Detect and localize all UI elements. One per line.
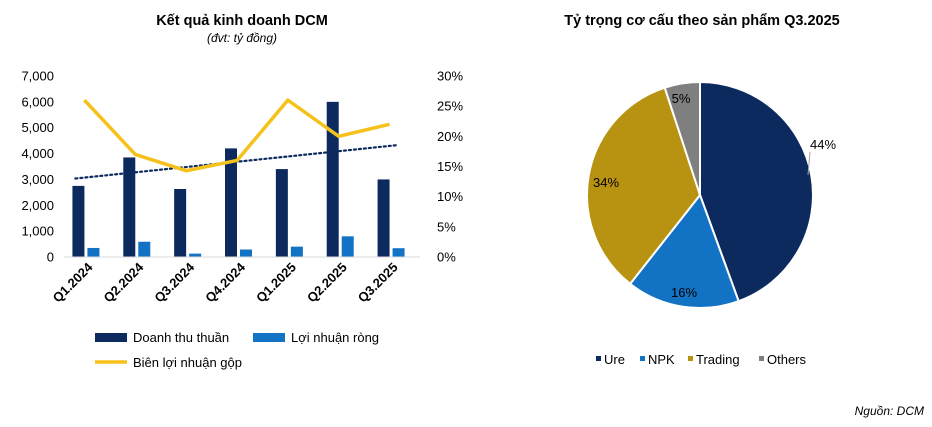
left-y-axis: 0 1,000 2,000 3,000 4,000 5,000 6,000 7,000 [21,69,54,265]
left-chart-title: Kết quả kinh doanh DCM [156,13,328,29]
source-note: Nguồn: DCM [855,404,924,418]
pie-value-label: 5% [672,91,691,106]
y2-tick-label: 10% [437,189,463,204]
y2-tick-label: 15% [437,159,463,174]
legend-swatch-npk [640,356,645,361]
legend-swatch-ure [596,356,601,361]
legend-label-profit: Lợi nhuận ròng [291,330,379,345]
y2-tick-label: 0% [437,250,456,265]
revenue-bar [225,148,237,257]
net-profit-bar [393,248,405,257]
bar-series [72,102,404,257]
pie-chart-title: Tỷ trọng cơ cấu theo sản phẩm Q3.2025 [564,13,839,29]
pie-legend: Ure NPK Trading Others [596,352,807,367]
y-tick-label: 7,000 [21,69,54,84]
y2-tick-label: 20% [437,129,463,144]
y-tick-label: 2,000 [21,198,54,213]
pie-chart [587,82,813,308]
net-profit-bar [291,247,303,257]
legend-label-others: Others [767,352,807,367]
legend-swatch-profit [253,333,285,342]
revenue-bar [327,102,339,257]
legend-label-ure: Ure [604,352,625,367]
y2-tick-label: 30% [437,69,463,84]
y2-tick-label: 25% [437,99,463,114]
net-profit-bar [138,242,150,257]
revenue-bar [378,179,390,257]
y-tick-label: 6,000 [21,94,54,109]
pie-value-label: 34% [593,175,619,190]
y-tick-label: 4,000 [21,146,54,161]
revenue-bar [72,186,84,257]
legend-label-margin: Biên lợi nhuận gộp [133,355,242,370]
legend-label-npk: NPK [648,352,675,367]
y-tick-label: 5,000 [21,120,54,135]
x-tick-label: Q4.2024 [202,259,248,305]
x-tick-label: Q1.2025 [253,260,299,306]
net-profit-bar [240,250,252,257]
net-profit-bar [342,236,354,257]
x-tick-label: Q3.2024 [151,259,197,305]
net-profit-bar [189,254,201,257]
pie-value-label: 16% [671,285,697,300]
x-tick-label: Q2.2024 [101,259,147,305]
legend-label-trading: Trading [696,352,740,367]
y2-tick-label: 5% [437,219,456,234]
x-tick-label: Q2.2025 [304,260,350,306]
y-tick-label: 3,000 [21,172,54,187]
x-tick-label: Q3.2025 [355,260,401,306]
right-y-axis: 0% 5% 10% 15% 20% 25% 30% [437,69,463,265]
legend-swatch-revenue [95,333,127,342]
legend-label-revenue: Doanh thu thuần [133,330,229,345]
x-tick-label: Q1.2024 [50,259,96,305]
revenue-bar [174,189,186,257]
revenue-bar [276,169,288,257]
left-chart-subtitle: (đvt: tỷ đồng) [207,31,277,45]
left-legend: Doanh thu thuần Lợi nhuận ròng Biên lợi … [95,330,379,370]
y-tick-label: 0 [47,250,54,265]
legend-swatch-others [759,356,764,361]
y-tick-label: 1,000 [21,224,54,239]
net-profit-bar [87,248,99,257]
pie-value-label: 44% [810,137,836,152]
legend-swatch-trading [688,356,693,361]
